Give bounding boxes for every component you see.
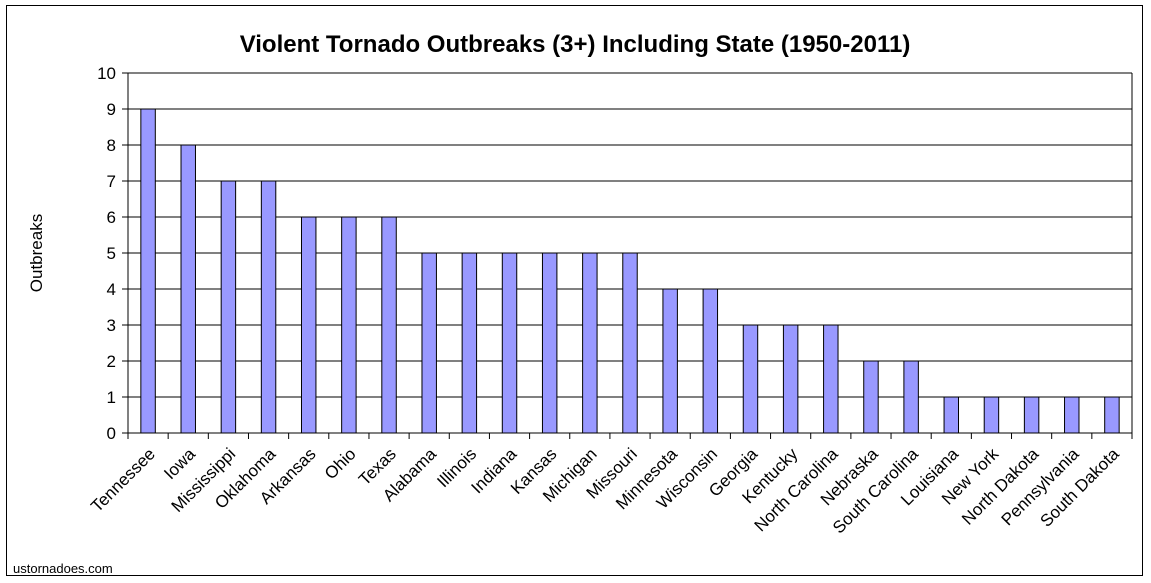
- bar-arkansas: [300, 216, 317, 434]
- source-credit: ustornadoes.com: [13, 561, 113, 576]
- bar-missouri: [622, 252, 638, 434]
- y-tick-label: 2: [107, 352, 116, 371]
- bar-illinois: [461, 252, 478, 434]
- y-tick-labels: 0 1 2 3 4 5 6 7 8 9 10: [97, 64, 116, 443]
- bar-new-york: [983, 396, 1000, 434]
- y-tick-label: 10: [97, 64, 116, 83]
- bar-indiana: [501, 252, 518, 434]
- bar-south-dakota: [1104, 396, 1120, 434]
- bar-mississippi: [220, 180, 237, 434]
- bar-nebraska: [863, 360, 879, 434]
- gridlines: [128, 72, 1132, 398]
- bar-kentucky: [782, 324, 799, 434]
- bar-wisconsin: [702, 288, 719, 434]
- bar-pennsylvania: [1064, 396, 1080, 434]
- y-tick-label: 5: [107, 244, 116, 263]
- y-axis-label: Outbreaks: [27, 214, 46, 292]
- x-tick-label: Ohio: [321, 444, 360, 483]
- bar-alabama: [421, 252, 437, 434]
- bar-north-carolina: [823, 324, 839, 434]
- y-tick-label: 8: [107, 136, 116, 155]
- axes: [122, 72, 1133, 439]
- bar-south-carolina: [903, 360, 919, 434]
- bar-minnesota: [662, 288, 678, 434]
- y-tick-label: 1: [107, 388, 116, 407]
- bar-oklahoma: [260, 180, 277, 434]
- bar-ohio: [341, 216, 357, 434]
- bar-georgia: [742, 324, 759, 434]
- y-tick-label: 9: [107, 100, 116, 119]
- y-tick-label: 4: [107, 280, 116, 299]
- bar-louisiana: [943, 396, 960, 434]
- bar-tennessee: [140, 108, 156, 434]
- chart-title: Violent Tornado Outbreaks (3+) Including…: [240, 31, 911, 58]
- y-tick-label: 7: [107, 172, 116, 191]
- bar-iowa: [180, 144, 196, 434]
- bar-michigan: [582, 252, 598, 434]
- bar-texas: [381, 216, 397, 434]
- x-tick-labels: Tennessee IowaMississippiOklahomaArkansas…: [87, 444, 1123, 537]
- x-tick-label: Tennessee: [87, 444, 159, 516]
- bar-north-dakota: [1023, 396, 1040, 434]
- y-tick-label: 3: [107, 316, 116, 335]
- y-tick-label: 0: [107, 424, 116, 443]
- bars: [140, 108, 1120, 434]
- y-tick-label: 6: [107, 208, 116, 227]
- bar-kansas: [541, 252, 558, 434]
